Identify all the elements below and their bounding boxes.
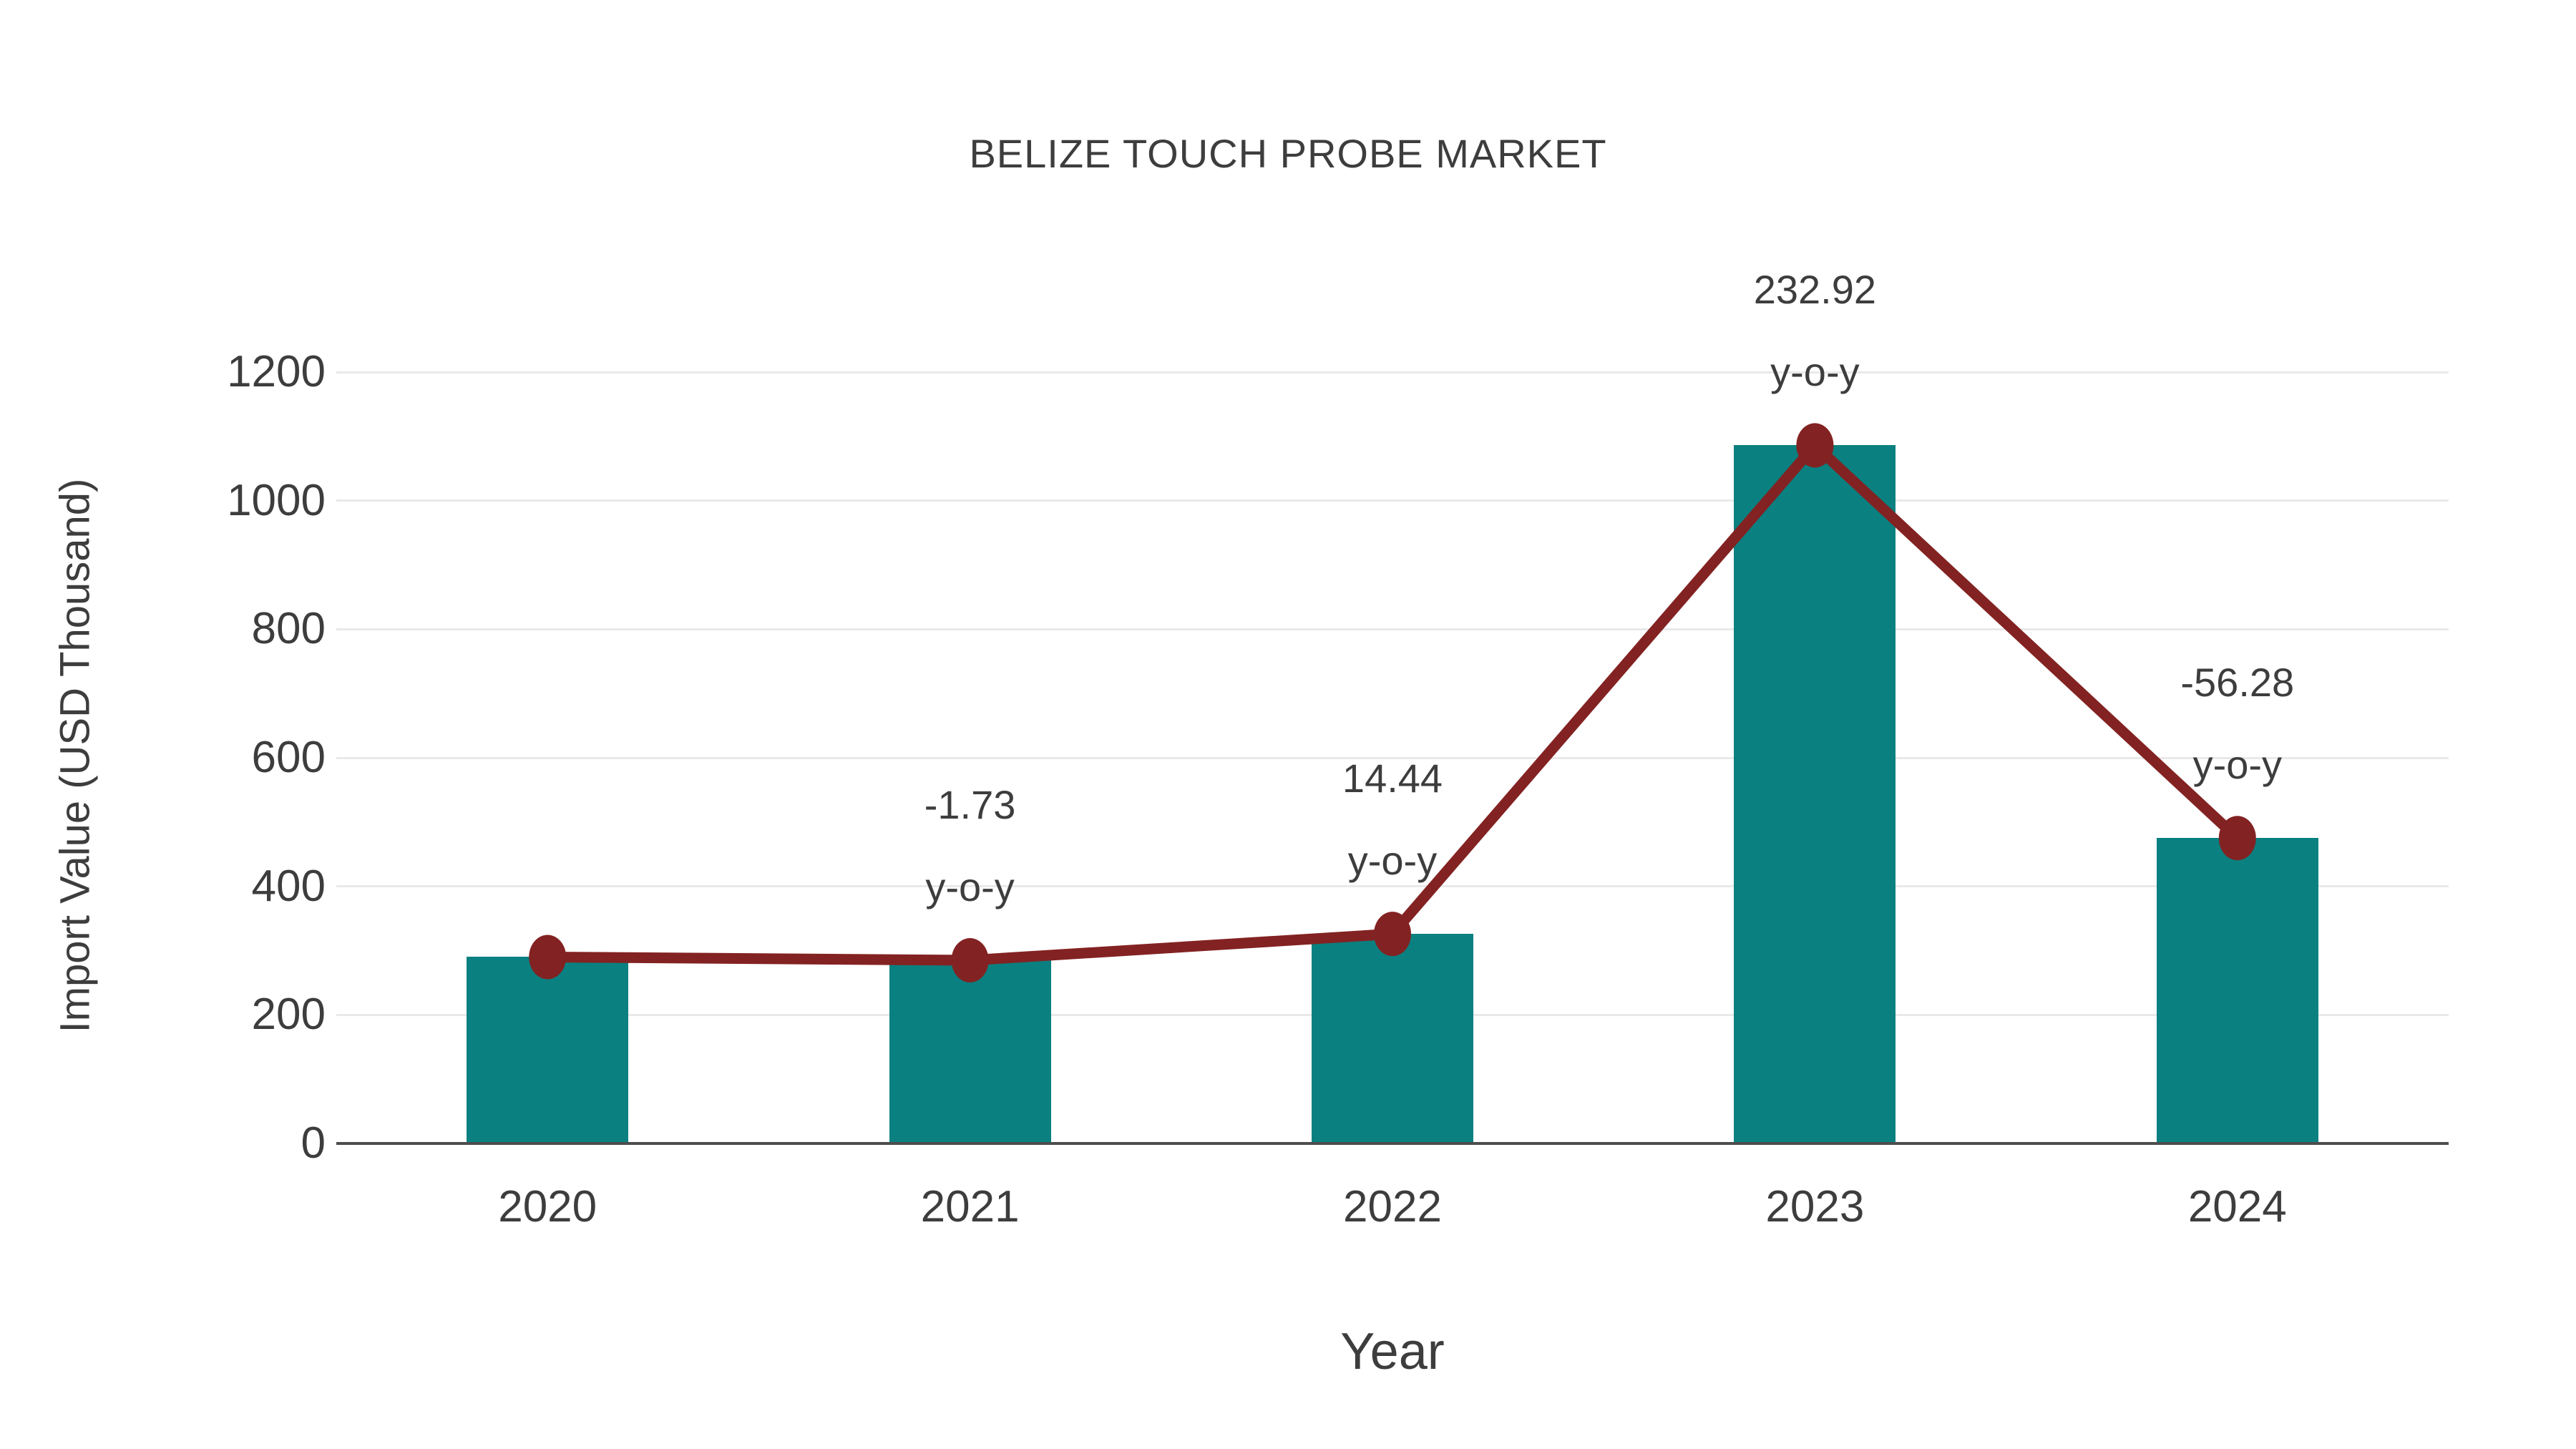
trend-marker-2022	[1374, 912, 1411, 957]
bar-2021	[889, 960, 1051, 1143]
gridline-y-600	[336, 756, 2449, 759]
trend-marker-2023	[1796, 423, 1834, 468]
yoy-sub-label: y-o-y	[1770, 349, 1860, 395]
gridline-y-1000	[336, 499, 2449, 502]
bar-2023	[1734, 445, 1896, 1143]
bar-2020	[467, 957, 629, 1143]
x-tick-label-2024: 2024	[2187, 1182, 2287, 1231]
yoy-value-label: 232.92	[1753, 267, 1877, 313]
y-tick-label-800: 800	[251, 604, 326, 654]
y-tick-label-400: 400	[251, 861, 326, 911]
trend-marker-2024	[2218, 816, 2256, 861]
y-tick-label-200: 200	[251, 990, 326, 1040]
gridline-y-400	[336, 885, 2449, 888]
trend-marker-2020	[529, 935, 567, 980]
y-tick-label-0: 0	[301, 1118, 326, 1168]
y-tick-label-1000: 1000	[227, 475, 326, 525]
yoy-annotation-2023: 232.92 y-o-y	[1636, 248, 1994, 413]
yoy-sub-label: y-o-y	[925, 864, 1015, 909]
y-tick-label-1200: 1200	[227, 347, 326, 396]
gridline-y-1200	[336, 371, 2449, 374]
bar-2024	[2156, 838, 2318, 1143]
x-tick-label-2022: 2022	[1343, 1182, 1442, 1231]
x-tick-label-2021: 2021	[920, 1182, 1020, 1231]
chart-title: BELIZE TOUCH PROBE MARKET	[969, 131, 1607, 176]
bar-2022	[1312, 934, 1473, 1143]
yoy-value-label: -56.28	[2180, 660, 2295, 706]
yoy-annotation-2022: 14.44 y-o-y	[1214, 737, 1571, 902]
yoy-value-label: -1.73	[924, 781, 1016, 827]
trend-marker-2021	[951, 937, 989, 982]
yoy-value-label: 14.44	[1342, 756, 1443, 801]
x-tick-label-2020: 2020	[498, 1182, 597, 1231]
yoy-sub-label: y-o-y	[2192, 742, 2283, 788]
y-tick-label-600: 600	[251, 733, 326, 782]
yoy-sub-label: y-o-y	[1347, 838, 1438, 884]
x-axis-line	[336, 1142, 2449, 1145]
x-tick-label-2023: 2023	[1765, 1182, 1865, 1231]
yoy-annotation-2024: -56.28 y-o-y	[2059, 641, 2416, 806]
yoy-annotation-2021: -1.73 y-o-y	[791, 763, 1149, 928]
gridline-y-800	[336, 628, 2449, 630]
x-axis-title: Year	[1340, 1323, 1445, 1380]
